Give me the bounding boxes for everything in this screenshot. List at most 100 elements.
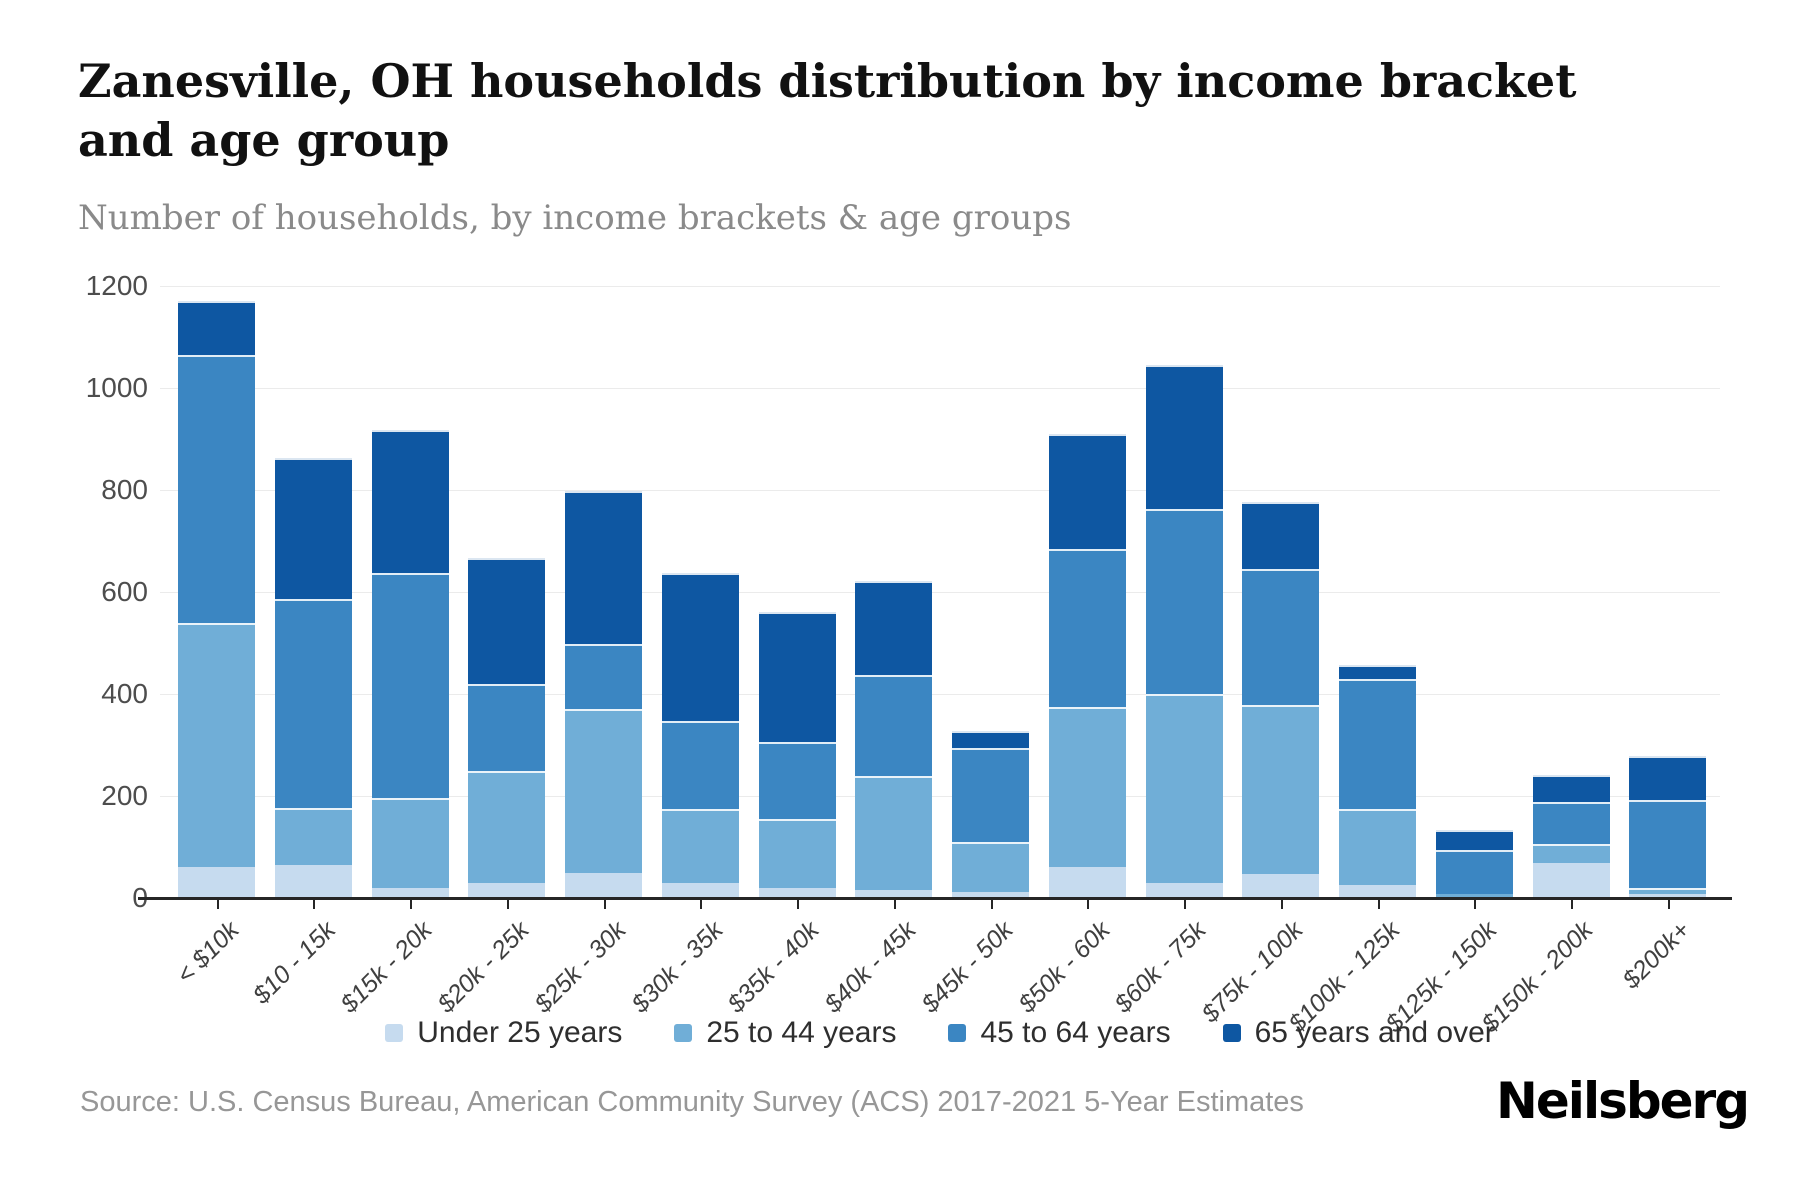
x-tick-50k-60k — [1087, 900, 1090, 909]
bar-segment-60k-75k-65-years-and-over — [1145, 365, 1223, 510]
bar-10k — [178, 286, 255, 898]
x-axis-label-10k: < $10k — [170, 916, 245, 990]
bar-segment-45k-50k-under-25-years — [952, 891, 1029, 898]
gridline-1200 — [160, 286, 1720, 287]
bar-segment-20k-25k-45-to-64-years — [468, 683, 546, 772]
legend-item-45-to-64-years[interactable]: 45 to 64 years — [948, 1016, 1171, 1050]
x-tick-200k — [1667, 900, 1670, 909]
x-tick-75k-100k — [1280, 900, 1283, 909]
bar-segment-10k-45-to-64-years — [178, 354, 255, 623]
bar-segment-200k-under-25-years — [1629, 893, 1707, 898]
bar-segment-150k-200k-under-25-years — [1532, 863, 1610, 898]
bar-segment-60k-75k-45-to-64-years — [1145, 509, 1223, 694]
gridline-1000 — [160, 388, 1720, 389]
y-axis-label-200: 200 — [101, 780, 148, 811]
legend-item-under-25-years[interactable]: Under 25 years — [385, 1016, 622, 1050]
bar-125k-150k — [1435, 286, 1513, 898]
bar-segment-100k-125k-under-25-years — [1339, 885, 1416, 898]
bar-segment-10k-25-to-44-years — [178, 622, 255, 868]
bar-segment-60k-75k-under-25-years — [1145, 882, 1223, 898]
bar-35k-40k — [758, 286, 836, 898]
bar-100k-125k — [1339, 286, 1416, 898]
bar-segment-25k-30k-25-to-44-years — [565, 709, 642, 873]
bar-segment-35k-40k-65-years-and-over — [758, 612, 836, 743]
x-tick-40k-45k — [893, 900, 896, 909]
bar-segment-75k-100k-65-years-and-over — [1242, 502, 1320, 569]
x-axis-label-60k-75k: $60k - 75k — [1109, 916, 1212, 1019]
x-axis-line — [138, 897, 1732, 900]
bar-segment-45k-50k-65-years-and-over — [952, 731, 1029, 748]
bar-segment-150k-200k-65-years-and-over — [1532, 775, 1610, 802]
bar-segment-45k-50k-25-to-44-years — [952, 841, 1029, 892]
bar-segment-35k-40k-25-to-44-years — [758, 818, 836, 888]
x-tick-150k-200k — [1571, 900, 1573, 909]
bar-segment-100k-125k-45-to-64-years — [1339, 678, 1416, 809]
legend-label-under-25-years: Under 25 years — [417, 1016, 623, 1049]
x-axis-label-40k-45k: $40k - 45k — [819, 916, 922, 1019]
legend-swatch-25-to-44-years — [674, 1024, 693, 1042]
bar-50k-60k — [1048, 286, 1126, 898]
x-axis-label-45k-50k: $45k - 50k — [915, 916, 1019, 1019]
x-axis-label-10-15k: $10 - 15k — [247, 916, 342, 1010]
gridline-200 — [160, 796, 1720, 797]
neilsberg-logo: Neilsberg — [1496, 1072, 1750, 1130]
bar-segment-30k-35k-under-25-years — [661, 882, 739, 898]
bar-segment-40k-45k-under-25-years — [855, 890, 933, 898]
bar-25k-30k — [565, 286, 642, 898]
bar-segment-40k-45k-45-to-64-years — [855, 675, 933, 776]
bar-60k-75k — [1145, 286, 1223, 898]
legend-swatch-65-years-and-over — [1222, 1024, 1241, 1042]
x-tick-45k-50k — [990, 900, 993, 909]
bar-segment-150k-200k-45-to-64-years — [1532, 801, 1610, 845]
legend-label-25-to-44-years: 25 to 44 years — [706, 1016, 897, 1049]
x-tick-25k-30k — [603, 900, 606, 909]
y-axis-label-0: 0 — [38, 882, 148, 914]
legend-swatch-under-25-years — [385, 1024, 404, 1042]
x-axis-label-25k-30k: $25k - 30k — [528, 916, 632, 1019]
bar-segment-30k-35k-25-to-44-years — [661, 808, 739, 883]
bar-segment-20k-25k-under-25-years — [468, 882, 546, 898]
bar-segment-125k-150k-65-years-and-over — [1435, 830, 1513, 850]
y-axis-label-400: 400 — [101, 678, 148, 709]
plot-area — [160, 286, 1720, 898]
bar-segment-25k-30k-65-years-and-over — [565, 491, 642, 645]
gridline-600 — [160, 592, 1720, 593]
bar-segment-35k-40k-under-25-years — [758, 887, 836, 898]
bar-segment-50k-60k-under-25-years — [1048, 867, 1126, 898]
x-tick-60k-75k — [1184, 900, 1186, 909]
legend-label-65-years-and-over: 65 years and over — [1254, 1016, 1495, 1049]
bar-segment-50k-60k-65-years-and-over — [1048, 433, 1126, 549]
bar-segment-10k-65-years-and-over — [178, 301, 255, 355]
bar-segment-100k-125k-25-to-44-years — [1339, 808, 1416, 886]
bar-segment-150k-200k-25-to-44-years — [1532, 844, 1610, 864]
bar-segment-15k-20k-65-years-and-over — [371, 430, 449, 574]
legend-label-45-to-64-years: 45 to 64 years — [980, 1016, 1171, 1049]
bar-segment-30k-35k-45-to-64-years — [661, 720, 739, 809]
bar-15k-20k — [371, 286, 449, 898]
bar-segment-20k-25k-65-years-and-over — [468, 557, 546, 684]
x-tick-20k-25k — [506, 900, 509, 909]
chart-legend: Under 25 years 25 to 44 years 45 to 64 yea… — [160, 1016, 1720, 1050]
bar-10-15k — [274, 286, 352, 898]
x-axis-label-200k: $200k+ — [1617, 916, 1696, 995]
bar-segment-75k-100k-25-to-44-years — [1242, 705, 1320, 874]
x-axis-label-30k-35k: $30k - 35k — [625, 916, 729, 1019]
legend-item-25-to-44-years[interactable]: 25 to 44 years — [674, 1016, 896, 1050]
bar-segment-10-15k-65-years-and-over — [274, 458, 352, 599]
page-title: Zanesville, OH households distribution b… — [78, 54, 1577, 167]
bar-150k-200k — [1532, 286, 1610, 898]
bar-segment-100k-125k-65-years-and-over — [1339, 665, 1416, 679]
bar-segment-25k-30k-45-to-64-years — [565, 644, 642, 710]
bar-segment-40k-45k-65-years-and-over — [855, 580, 933, 676]
bar-segment-30k-35k-65-years-and-over — [661, 572, 739, 721]
bar-segment-40k-45k-25-to-44-years — [855, 775, 933, 891]
legend-item-65-years-and-over[interactable]: 65 years and over — [1222, 1016, 1495, 1050]
page-subtitle: Number of households, by income brackets… — [78, 198, 1072, 238]
bar-segment-200k-45-to-64-years — [1629, 800, 1707, 888]
bar-segment-200k-25-to-44-years — [1629, 887, 1707, 894]
bar-40k-45k — [855, 286, 933, 898]
bar-segment-125k-150k-25-to-44-years — [1435, 893, 1513, 898]
gridline-800 — [160, 490, 1720, 491]
bar-segment-15k-20k-25-to-44-years — [371, 797, 449, 888]
